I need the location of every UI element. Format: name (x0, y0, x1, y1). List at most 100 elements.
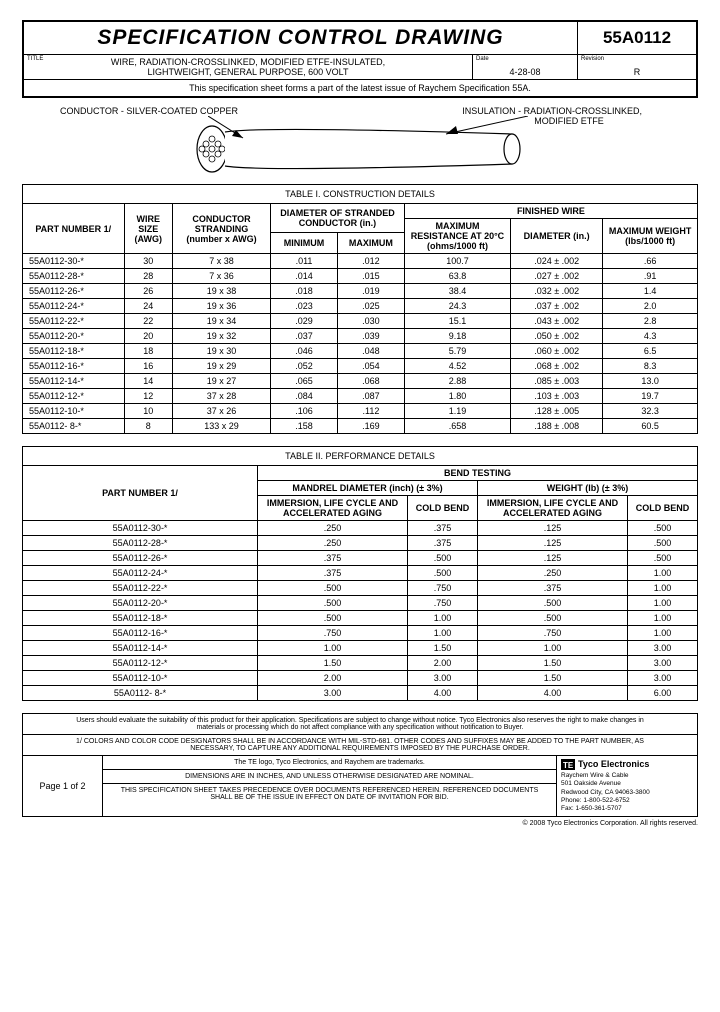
cell: 55A0112-20-* (23, 596, 258, 611)
t1-h-wt: MAXIMUM WEIGHT (lbs/1000 ft) (603, 219, 698, 254)
cell: 55A0112-10-* (23, 671, 258, 686)
title-label: TITLE (27, 56, 43, 62)
cell: 2.8 (603, 314, 698, 329)
wire-diagram: CONDUCTOR - SILVER-COATED COPPER INSULAT… (22, 106, 698, 178)
cell: 10 (124, 404, 172, 419)
cell: .032 ± .002 (511, 284, 603, 299)
t2-h-mandrel: MANDREL DIAMETER (inch) (± 3%) (258, 481, 478, 496)
table-row: 55A0112-28-*.250.375.125.500 (23, 536, 698, 551)
cell: .012 (337, 254, 404, 269)
cell: 1.00 (628, 581, 698, 596)
cell: 60.5 (603, 419, 698, 434)
cell: 55A0112-18-* (23, 611, 258, 626)
t2-title: TABLE II. PERFORMANCE DETAILS (23, 447, 698, 466)
title-line1: WIRE, RADIATION-CROSSLINKED, MODIFIED ET… (111, 57, 385, 67)
cell: 55A0112-22-* (23, 314, 125, 329)
date-value: 4-28-08 (509, 67, 540, 77)
cell: .054 (337, 359, 404, 374)
cell: 1.00 (628, 611, 698, 626)
cell: .027 ± .002 (511, 269, 603, 284)
addr4: Phone: 1-800-522-6752 (561, 797, 630, 804)
header-row1: SPECIFICATION CONTROL DRAWING 55A0112 (24, 22, 696, 55)
cell: 2.00 (408, 656, 478, 671)
cell: .658 (404, 419, 510, 434)
cell: 55A0112-12-* (23, 656, 258, 671)
cell: 55A0112-14-* (23, 374, 125, 389)
cell: .375 (408, 521, 478, 536)
cell: .125 (478, 551, 628, 566)
rev-block: Revision R (578, 55, 696, 79)
cell: .068 ± .002 (511, 359, 603, 374)
cell: 55A0112-20-* (23, 329, 125, 344)
cell: .030 (337, 314, 404, 329)
cell: .029 (271, 314, 338, 329)
cell: 20 (124, 329, 172, 344)
date-block: Date 4-28-08 (473, 55, 578, 79)
cell: .050 ± .002 (511, 329, 603, 344)
cell: .66 (603, 254, 698, 269)
table-row: 55A0112-26-*2619 x 38.018.01938.4.032 ± … (23, 284, 698, 299)
footer-mid: The TE logo, Tyco Electronics, and Raych… (103, 756, 557, 816)
t1-title: TABLE I. CONSTRUCTION DETAILS (23, 185, 698, 204)
cell: 19 x 30 (172, 344, 270, 359)
cell: .106 (271, 404, 338, 419)
cell: .052 (271, 359, 338, 374)
t1-h-strand: CONDUCTOR STRANDING (number x AWG) (172, 204, 270, 254)
cell: 14 (124, 374, 172, 389)
cell: .065 (271, 374, 338, 389)
table-row: 55A0112-22-*.500.750.3751.00 (23, 581, 698, 596)
t1-h-diam: DIAMETER (in.) (511, 219, 603, 254)
addr5: Fax: 1-650-361-5707 (561, 805, 622, 812)
cell: 63.8 (404, 269, 510, 284)
cell: .375 (258, 551, 408, 566)
cell: 3.00 (628, 656, 698, 671)
cell: .084 (271, 389, 338, 404)
table-row: 55A0112-16-*.7501.00.7501.00 (23, 626, 698, 641)
cell: 24 (124, 299, 172, 314)
cell: .112 (337, 404, 404, 419)
date-label: Date (476, 56, 489, 62)
header-note: This specification sheet forms a part of… (24, 80, 696, 96)
cell: 55A0112-30-* (23, 254, 125, 269)
cell: .087 (337, 389, 404, 404)
cell: .023 (271, 299, 338, 314)
table-row: 55A0112-20-*2019 x 32.037.0399.18.050 ± … (23, 329, 698, 344)
cell: 55A0112-16-* (23, 626, 258, 641)
header-row2: TITLE WIRE, RADIATION-CROSSLINKED, MODIF… (24, 55, 696, 80)
cell: .500 (478, 596, 628, 611)
cell: .085 ± .003 (511, 374, 603, 389)
cell: 38.4 (404, 284, 510, 299)
cell: 7 x 36 (172, 269, 270, 284)
table-row: 55A0112-12-*1237 x 28.084.0871.80.103 ± … (23, 389, 698, 404)
cell: 4.00 (478, 686, 628, 701)
cell: 2.0 (603, 299, 698, 314)
cell: .048 (337, 344, 404, 359)
cell: 55A0112- 8-* (23, 419, 125, 434)
cell: 1.50 (258, 656, 408, 671)
cell: .250 (478, 566, 628, 581)
table-row: 55A0112-14-*1419 x 27.065.0682.88.085 ± … (23, 374, 698, 389)
cell: .500 (628, 536, 698, 551)
t1-h-part: PART NUMBER 1/ (23, 204, 125, 254)
cell: 19.7 (603, 389, 698, 404)
cell: 1.50 (478, 656, 628, 671)
cell: .014 (271, 269, 338, 284)
table-row: 55A0112-12-*1.502.001.503.00 (23, 656, 698, 671)
cell: .250 (258, 521, 408, 536)
title-block: TITLE WIRE, RADIATION-CROSSLINKED, MODIF… (24, 55, 473, 79)
page: SPECIFICATION CONTROL DRAWING 55A0112 TI… (0, 0, 720, 847)
cell: 1.80 (404, 389, 510, 404)
header-box: SPECIFICATION CONTROL DRAWING 55A0112 TI… (22, 20, 698, 98)
cell: 1.00 (258, 641, 408, 656)
cell: .018 (271, 284, 338, 299)
t2-h-bend: BEND TESTING (258, 466, 698, 481)
cell: 8.3 (603, 359, 698, 374)
cell: .500 (258, 596, 408, 611)
t2-h-weight: WEIGHT (lb) (± 3%) (478, 481, 698, 496)
cell: .500 (408, 566, 478, 581)
cell: 19 x 27 (172, 374, 270, 389)
footer-note1: Users should evaluate the suitability of… (23, 714, 697, 735)
cell: .158 (271, 419, 338, 434)
page-number: Page 1 of 2 (23, 756, 103, 816)
cell: .024 ± .002 (511, 254, 603, 269)
